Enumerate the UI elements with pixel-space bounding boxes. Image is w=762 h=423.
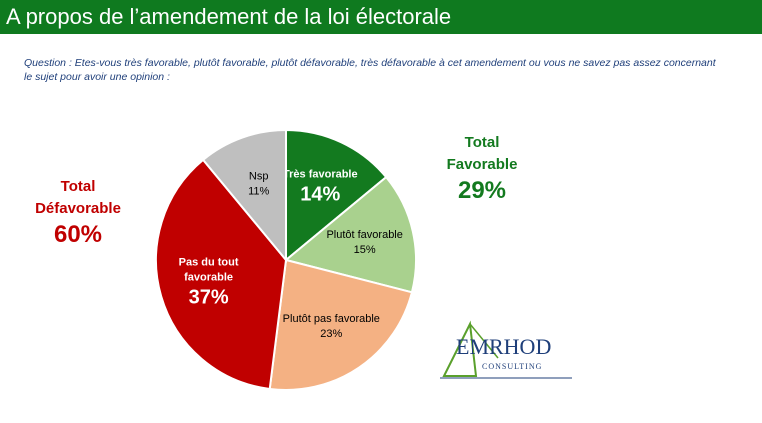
pie-slice-label: Plutôt pas favorable: [283, 313, 380, 325]
total-favorable-value: 29%: [422, 180, 542, 202]
total-defavorable-label-2: Défavorable: [18, 198, 138, 220]
pie-slice-label: Plutôt favorable: [326, 229, 402, 241]
company-logo: EMRHOD CONSULTING: [438, 318, 578, 388]
pie-slice-label: favorable: [184, 271, 233, 283]
pie-slice-value: 23%: [320, 328, 342, 340]
pie-slice-label: Pas du tout: [179, 256, 239, 268]
pie-slice-value: 14%: [300, 184, 340, 206]
pie-slice-value: 11%: [248, 186, 269, 198]
total-defavorable-label-1: Total: [18, 176, 138, 198]
total-defavorable-value: 60%: [18, 224, 138, 246]
logo-wordmark: EMRHOD: [456, 334, 551, 360]
pie-slice-value: 15%: [354, 244, 376, 256]
logo-subtitle: CONSULTING: [482, 362, 542, 371]
total-favorable-label-2: Favorable: [422, 154, 542, 176]
pie-slice-label: Très favorable: [283, 169, 358, 181]
pie-slice-value: 37%: [189, 286, 229, 308]
pie-slice-label: Nsp: [249, 171, 269, 183]
total-favorable: Total Favorable 29%: [422, 132, 542, 202]
total-defavorable: Total Défavorable 60%: [18, 176, 138, 246]
total-favorable-label-1: Total: [422, 132, 542, 154]
